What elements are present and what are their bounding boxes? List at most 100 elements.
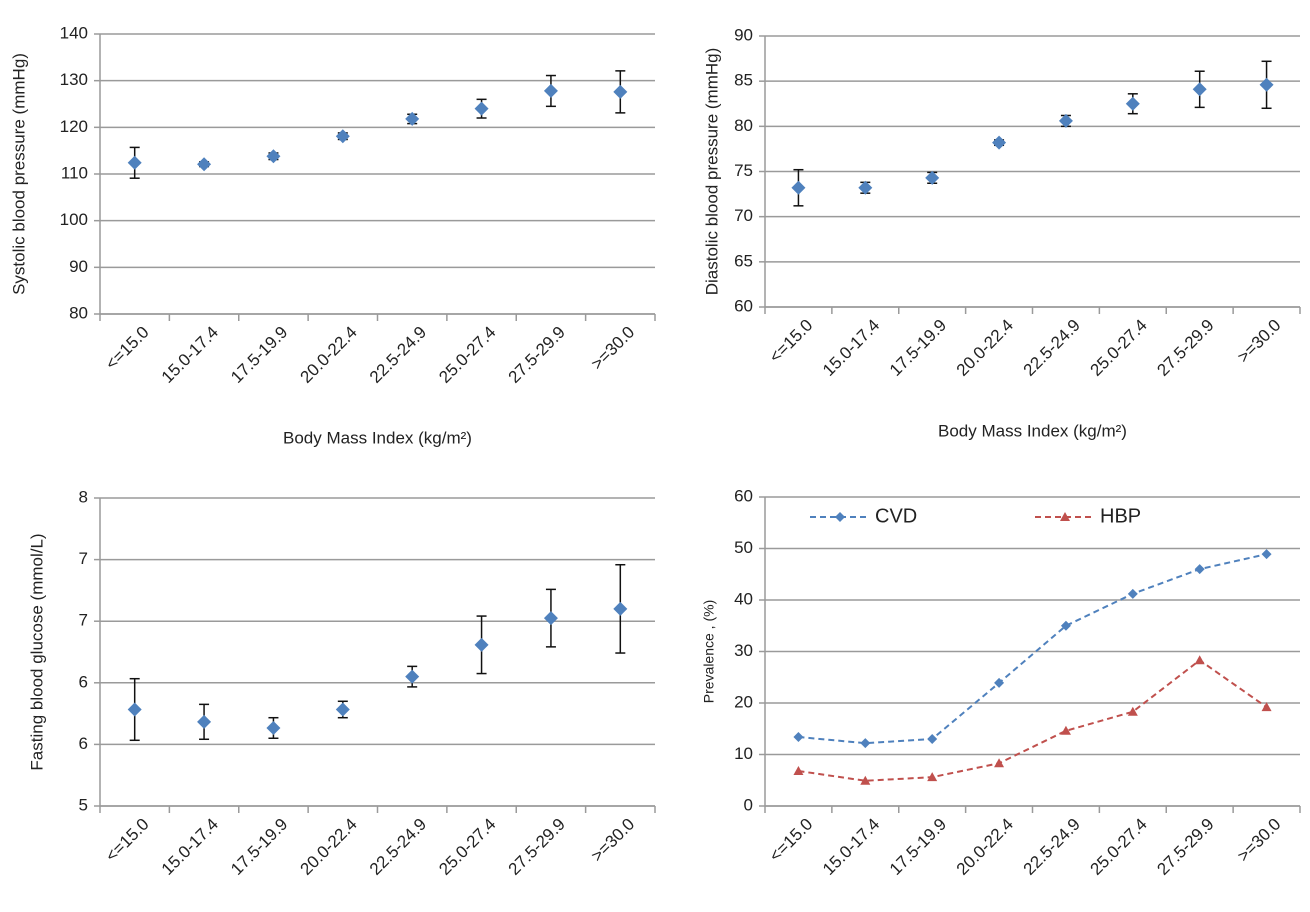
y-axis-title: Fasting blood glucose (mmol/L) — [27, 533, 46, 770]
x-tick-label: 25.0-27.4 — [435, 323, 499, 387]
marker — [1058, 113, 1073, 128]
x-tick-label: 22.5-24.9 — [366, 815, 430, 879]
x-tick-label: <=15.0 — [102, 815, 153, 866]
x-tick-label: 27.5-29.9 — [505, 323, 569, 387]
x-tick-label: 17.5-19.9 — [886, 815, 950, 879]
marker — [994, 677, 1005, 688]
y-tick-label: 140 — [60, 23, 88, 42]
marker — [197, 157, 212, 172]
marker — [1194, 564, 1205, 575]
y-tick-label: 80 — [734, 116, 753, 135]
y-tick-label: 90 — [69, 257, 88, 276]
marker — [335, 702, 350, 717]
marker — [197, 714, 212, 729]
x-axis-title: Body Mass Index (kg/m²) — [938, 421, 1127, 440]
x-tick-label: 15.0-17.4 — [158, 323, 222, 387]
x-tick-label: 15.0-17.4 — [819, 815, 883, 879]
y-axis-title: Prevalence , (%) — [701, 600, 717, 703]
marker — [1127, 588, 1138, 599]
x-tick-label: <=15.0 — [766, 815, 817, 866]
marker — [1125, 96, 1140, 111]
x-tick-label: 22.5-24.9 — [1020, 815, 1084, 879]
x-tick-label: >=30.0 — [587, 815, 638, 866]
x-tick-label: 27.5-29.9 — [505, 815, 569, 879]
x-tick-label: 22.5-24.9 — [366, 323, 430, 387]
y-tick-label: 60 — [734, 486, 753, 505]
panel: 0 10 20 30 40 50 60 <=15.0 15.0-17.4 17.5-19.9 20.… — [701, 486, 1301, 879]
marker — [1060, 620, 1071, 631]
y-tick-label: 6 — [79, 734, 88, 753]
marker — [925, 170, 940, 185]
marker — [793, 765, 804, 775]
x-tick-label: >=30.0 — [1234, 316, 1285, 367]
legend-label: CVD — [875, 505, 917, 527]
marker — [1261, 549, 1272, 560]
marker — [613, 601, 628, 616]
panel: 60 65 70 75 80 85 90 <=15.0 15.0-17.4 17.5-19.9 20… — [702, 25, 1301, 440]
x-tick-label: <=15.0 — [766, 316, 817, 367]
marker — [335, 129, 350, 144]
y-tick-label: 7 — [79, 611, 88, 630]
y-tick-label: 20 — [734, 692, 753, 711]
marker — [266, 720, 281, 735]
marker — [1060, 725, 1071, 735]
marker — [1259, 77, 1274, 92]
x-tick-label: 25.0-27.4 — [1087, 316, 1151, 380]
panel: 80 90 100 110 120 130 140 <=15.0 15.0-17.4 17.5-1… — [9, 23, 656, 447]
marker — [474, 637, 489, 652]
marker — [860, 775, 871, 785]
marker — [1192, 82, 1207, 97]
legend-label: HBP — [1100, 505, 1141, 527]
y-tick-label: 7 — [79, 549, 88, 568]
x-tick-label: 27.5-29.9 — [1153, 815, 1217, 879]
x-tick-label: 17.5-19.9 — [227, 815, 291, 879]
line — [798, 553, 1267, 745]
legend-marker — [1060, 512, 1070, 521]
marker — [1127, 706, 1138, 716]
y-tick-label: 85 — [734, 71, 753, 90]
x-tick-label: 27.5-29.9 — [1153, 316, 1217, 380]
marker — [858, 180, 873, 195]
marker — [860, 738, 871, 749]
marker — [613, 84, 628, 99]
x-tick-label: 25.0-27.4 — [1087, 815, 1151, 879]
y-tick-label: 120 — [60, 117, 88, 136]
x-tick-label: 25.0-27.4 — [435, 815, 499, 879]
x-tick-label: 20.0-22.4 — [953, 316, 1017, 380]
x-tick-label: 15.0-17.4 — [158, 815, 222, 879]
marker — [927, 734, 938, 745]
legend-marker — [835, 512, 845, 522]
marker — [927, 772, 938, 782]
x-tick-label: 20.0-22.4 — [297, 323, 361, 387]
line — [798, 659, 1268, 782]
x-tick-label: >=30.0 — [1234, 815, 1285, 866]
y-tick-label: 90 — [734, 25, 753, 44]
y-tick-label: 80 — [69, 303, 88, 322]
y-tick-label: 75 — [734, 161, 753, 180]
marker — [793, 731, 804, 742]
y-tick-label: 40 — [734, 589, 753, 608]
marker — [992, 135, 1007, 150]
y-tick-label: 5 — [79, 795, 88, 814]
x-tick-label: 17.5-19.9 — [227, 323, 291, 387]
y-tick-label: 8 — [79, 487, 88, 506]
y-tick-label: 50 — [734, 538, 753, 557]
marker — [405, 669, 420, 684]
y-axis-title: Systolic blood pressure (mmHg) — [9, 53, 28, 295]
marker — [127, 155, 142, 170]
marker — [1261, 702, 1272, 712]
y-tick-label: 100 — [60, 210, 88, 229]
marker — [1194, 655, 1205, 665]
x-tick-label: 22.5-24.9 — [1020, 316, 1084, 380]
marker — [994, 758, 1005, 768]
y-tick-label: 70 — [734, 206, 753, 225]
y-tick-label: 60 — [734, 296, 753, 315]
y-tick-label: 0 — [744, 795, 753, 814]
marker — [127, 702, 142, 717]
marker — [791, 180, 806, 195]
y-tick-label: 110 — [61, 163, 88, 182]
marker — [405, 111, 420, 126]
marker — [543, 83, 558, 98]
